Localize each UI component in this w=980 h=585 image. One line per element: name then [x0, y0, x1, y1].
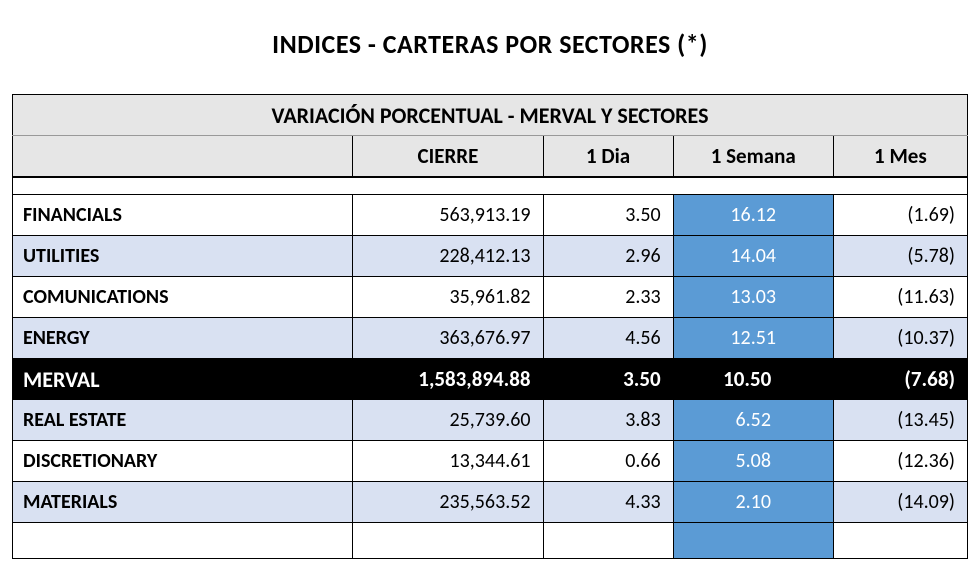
footer-cell: [833, 523, 967, 559]
header-blank: [13, 136, 353, 177]
cell-dia: 4.33: [543, 482, 673, 523]
footer-cell-highlight: [673, 523, 833, 559]
cell-dia: 3.50: [543, 359, 673, 400]
row-label: UTILITIES: [13, 236, 353, 277]
footer-cell: [353, 523, 543, 559]
cell-mes: (1.69): [833, 195, 967, 236]
row-label: ENERGY: [13, 318, 353, 359]
cell-mes: (10.37): [833, 318, 967, 359]
header-top-cell: VARIACIÓN PORCENTUAL - MERVAL Y SECTORES: [13, 95, 968, 136]
col-header-semana: 1 Semana: [673, 136, 833, 177]
cell-cierre: 235,563.52: [353, 482, 543, 523]
footer-cell: [13, 523, 353, 559]
cell-dia: 4.56: [543, 318, 673, 359]
cell-semana: 2.10: [673, 482, 833, 523]
cell-dia: 0.66: [543, 441, 673, 482]
cell-dia: 2.96: [543, 236, 673, 277]
footer-cell: [543, 523, 673, 559]
table-row: COMUNICATIONS35,961.822.3313.03(11.63): [13, 277, 968, 318]
cell-semana: 12.51: [673, 318, 833, 359]
cell-cierre: 563,913.19: [353, 195, 543, 236]
col-header-mes: 1 Mes: [833, 136, 967, 177]
cell-semana: 14.04: [673, 236, 833, 277]
cell-cierre: 363,676.97: [353, 318, 543, 359]
table-row: MATERIALS235,563.524.332.10(14.09): [13, 482, 968, 523]
header-row-top: VARIACIÓN PORCENTUAL - MERVAL Y SECTORES: [13, 95, 968, 136]
table-row: MERVAL1,583,894.883.5010.50(7.68): [13, 359, 968, 400]
spacer-row: [13, 177, 968, 195]
table-row: DISCRETIONARY13,344.610.665.08(12.36): [13, 441, 968, 482]
row-label: MATERIALS: [13, 482, 353, 523]
page-title: INDICES - CARTERAS POR SECTORES (*): [12, 28, 968, 60]
cell-cierre: 35,961.82: [353, 277, 543, 318]
cell-mes: (14.09): [833, 482, 967, 523]
sectors-table: VARIACIÓN PORCENTUAL - MERVAL Y SECTORES…: [12, 94, 968, 559]
cell-dia: 3.50: [543, 195, 673, 236]
cell-semana: 6.52: [673, 400, 833, 441]
cell-cierre: 13,344.61: [353, 441, 543, 482]
row-label: REAL ESTATE: [13, 400, 353, 441]
cell-dia: 2.33: [543, 277, 673, 318]
row-label: COMUNICATIONS: [13, 277, 353, 318]
cell-dia: 3.83: [543, 400, 673, 441]
cell-mes: (7.68): [833, 359, 967, 400]
footer-row: [13, 523, 968, 559]
table-row: ENERGY363,676.974.5612.51(10.37): [13, 318, 968, 359]
cell-cierre: 228,412.13: [353, 236, 543, 277]
cell-mes: (11.63): [833, 277, 967, 318]
row-label: DISCRETIONARY: [13, 441, 353, 482]
table-row: FINANCIALS563,913.193.5016.12(1.69): [13, 195, 968, 236]
cell-cierre: 25,739.60: [353, 400, 543, 441]
row-label: MERVAL: [13, 359, 353, 400]
col-header-dia: 1 Dia: [543, 136, 673, 177]
cell-semana: 5.08: [673, 441, 833, 482]
col-header-cierre: CIERRE: [353, 136, 543, 177]
table-row: REAL ESTATE25,739.603.836.52(13.45): [13, 400, 968, 441]
cell-mes: (5.78): [833, 236, 967, 277]
table-row: UTILITIES228,412.132.9614.04(5.78): [13, 236, 968, 277]
cell-semana: 16.12: [673, 195, 833, 236]
header-row-cols: CIERRE 1 Dia 1 Semana 1 Mes: [13, 136, 968, 177]
cell-mes: (12.36): [833, 441, 967, 482]
cell-mes: (13.45): [833, 400, 967, 441]
row-label: FINANCIALS: [13, 195, 353, 236]
cell-cierre: 1,583,894.88: [353, 359, 543, 400]
cell-semana: 13.03: [673, 277, 833, 318]
cell-semana: 10.50: [673, 359, 833, 400]
